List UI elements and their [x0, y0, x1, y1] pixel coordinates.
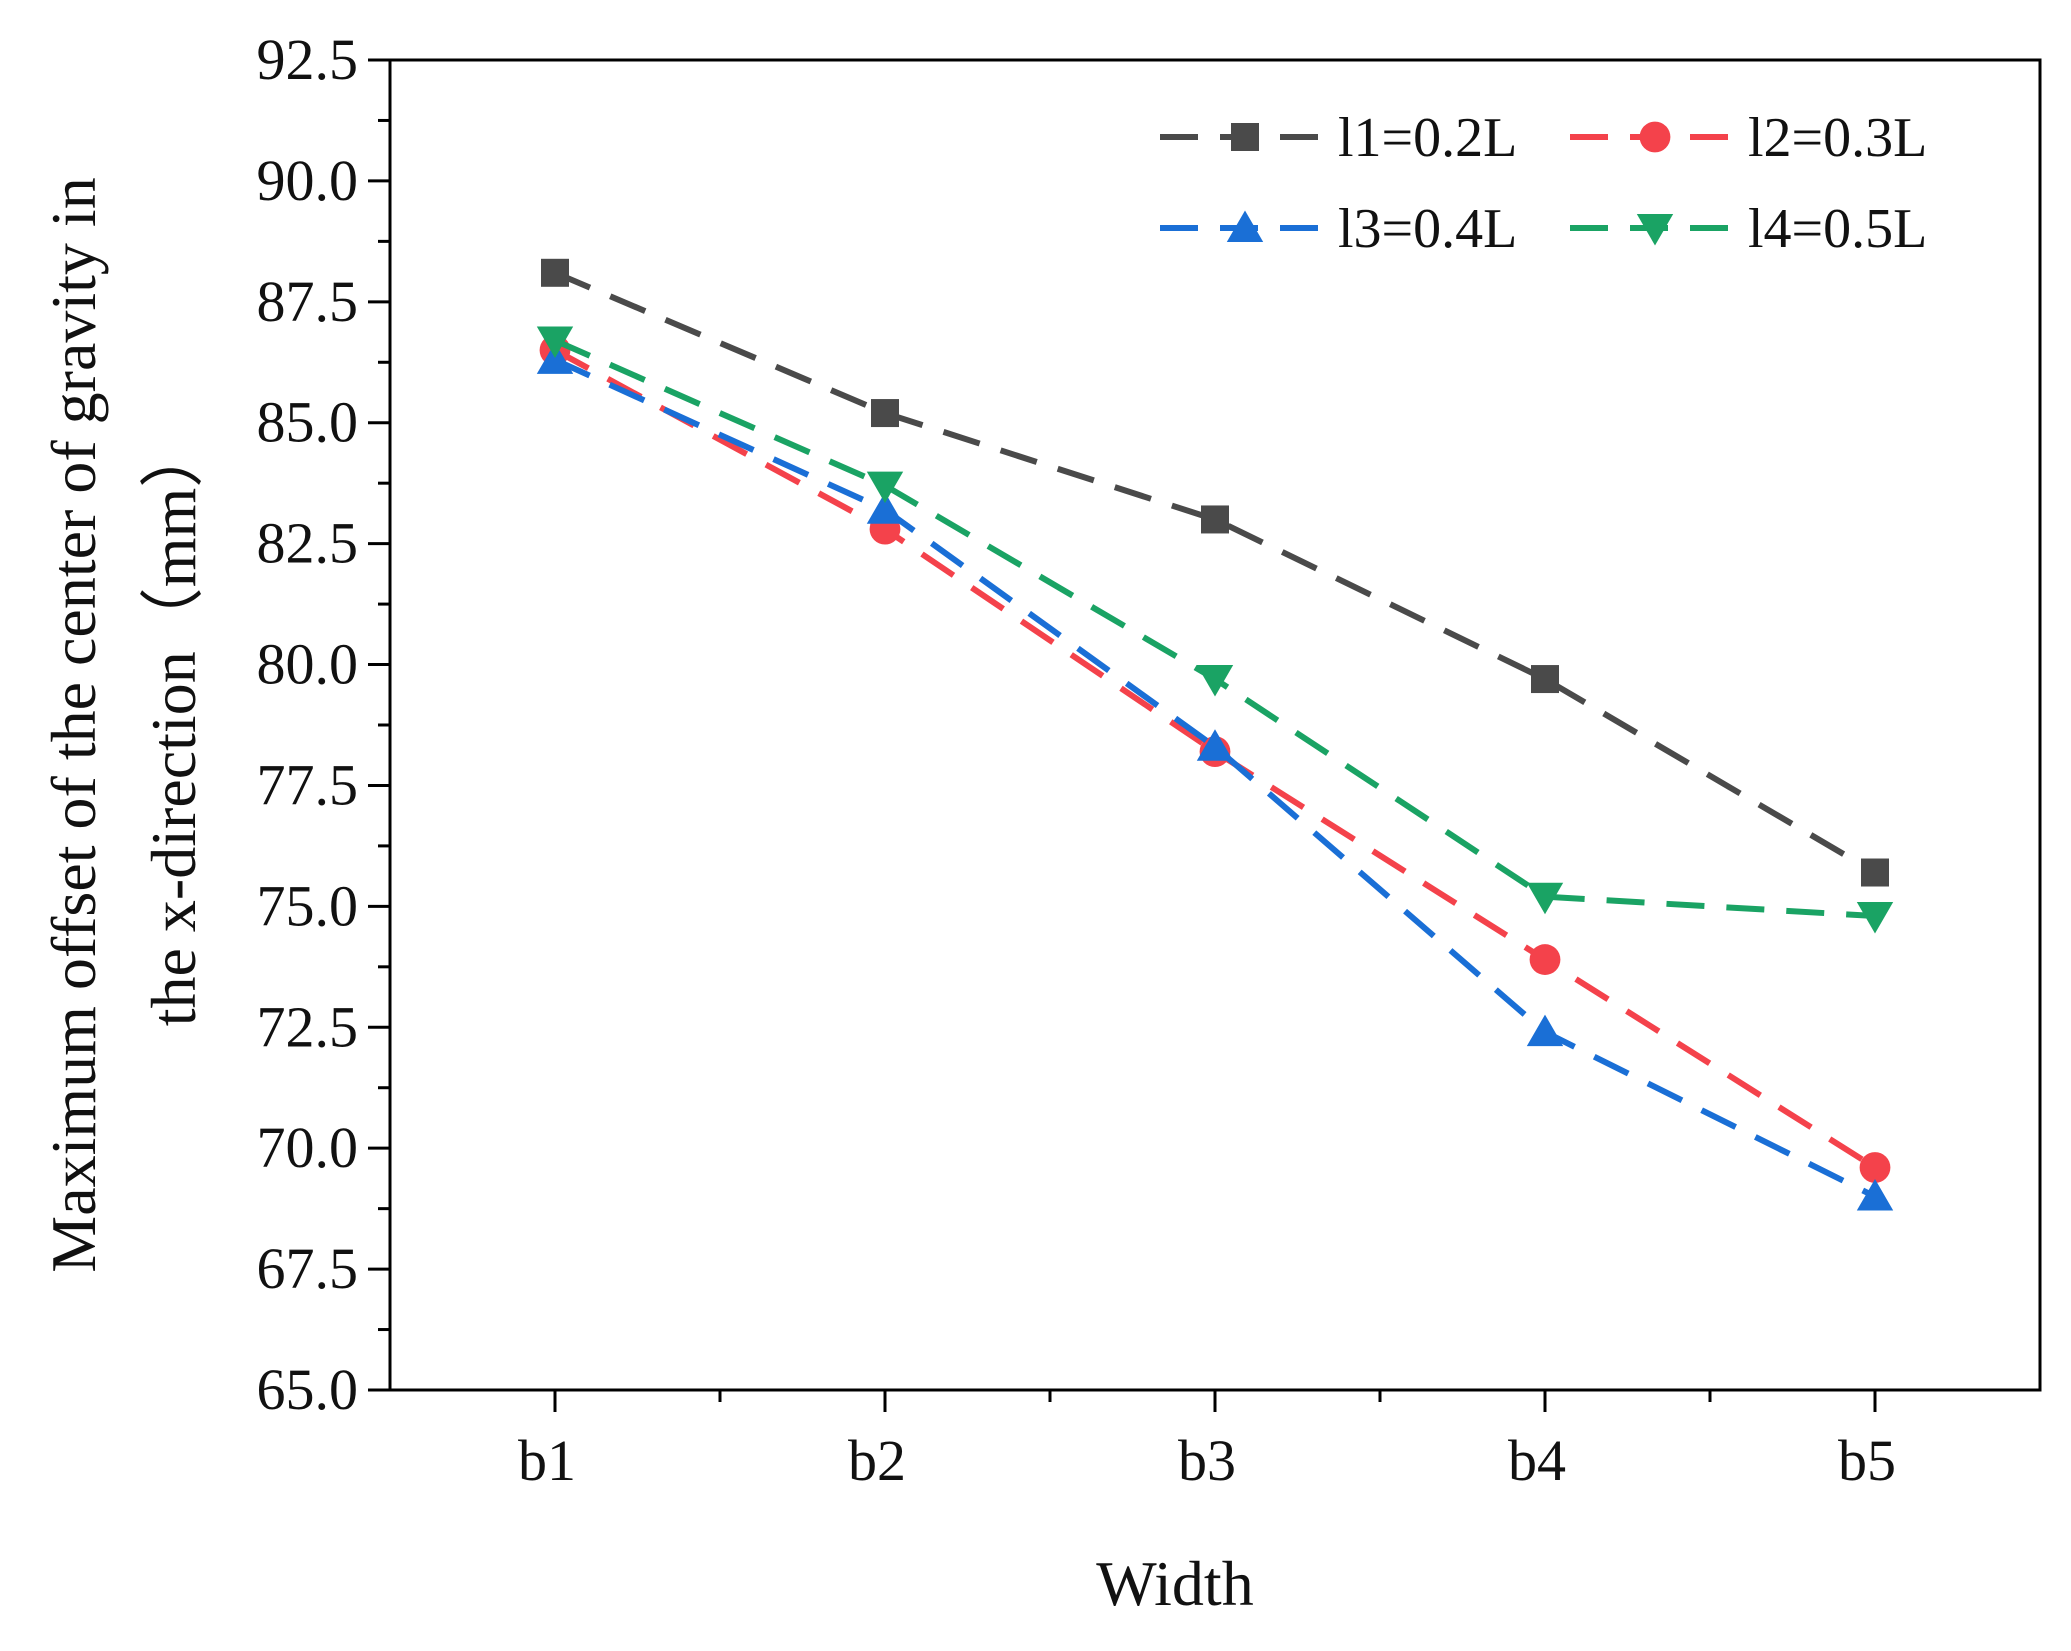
legend-marker — [1636, 214, 1674, 246]
y-tick-label: 67.5 — [257, 1236, 359, 1301]
y-tick-label: 75.0 — [257, 873, 359, 938]
y-tick-label: 90.0 — [257, 148, 359, 213]
legend-label: l2=0.3L — [1748, 107, 1927, 169]
legend-item: l1=0.2L — [1160, 107, 1517, 169]
x-tick-label: b2 — [848, 1428, 906, 1493]
legend-marker — [1226, 210, 1264, 242]
y-tick-label: 92.5 — [257, 27, 359, 92]
y-tick-label: 82.5 — [257, 511, 359, 576]
series-l1=0.2L — [541, 258, 1889, 887]
legend-item: l3=0.4L — [1160, 198, 1517, 260]
legend-item: l2=0.3L — [1570, 107, 1927, 169]
series-layer — [536, 258, 1894, 1211]
series-line — [553, 357, 1877, 1200]
data-point — [1856, 902, 1894, 934]
y-tick-label: 77.5 — [257, 752, 359, 817]
legend-marker — [1231, 123, 1259, 151]
data-point — [1856, 1179, 1894, 1211]
data-point — [1529, 944, 1561, 975]
data-point — [1196, 665, 1234, 697]
y-tick-label: 65.0 — [257, 1357, 359, 1422]
x-tick-label: b5 — [1838, 1428, 1896, 1493]
legend-label: l4=0.5L — [1748, 198, 1927, 260]
y-tick-label: 85.0 — [257, 390, 359, 455]
plot-frame — [388, 58, 2042, 1392]
y-axis-title-line-1: Maximum offset of the center of gravity … — [38, 177, 109, 1272]
data-point — [866, 471, 904, 504]
x-tick-label: b3 — [1178, 1428, 1236, 1493]
legend-marker — [1639, 121, 1671, 153]
series-l3=0.4L — [536, 342, 1894, 1211]
y-tick-label: 87.5 — [257, 269, 359, 334]
y-tick-label: 80.0 — [257, 632, 359, 697]
legend-item: l4=0.5L — [1570, 198, 1927, 260]
data-point — [1861, 858, 1889, 887]
data-point — [871, 399, 899, 428]
data-point — [1531, 665, 1559, 694]
data-point — [1526, 882, 1564, 915]
series-line — [553, 347, 1877, 1171]
data-point — [541, 258, 569, 287]
data-point — [1859, 1152, 1891, 1183]
data-point — [536, 326, 574, 359]
x-tick-label: b4 — [1508, 1428, 1566, 1493]
data-point — [1526, 1014, 1564, 1047]
legend-label: l1=0.2L — [1338, 107, 1517, 169]
data-point — [1196, 729, 1234, 761]
y-tick-label: 72.5 — [257, 994, 359, 1059]
x-axis-title: Width — [1096, 1548, 1253, 1619]
legend: l1=0.2L l2=0.3L l3=0.4L l4=0.5L — [1160, 107, 1927, 260]
axis-ticks: 65.0 67.5 70.0 72.5 75.0 77.5 80.0 82.5 85.0 87.5… — [257, 27, 1897, 1493]
data-point — [866, 492, 904, 524]
y-tick-label: 70.0 — [257, 1115, 359, 1180]
data-point — [536, 342, 574, 374]
legend-label: l3=0.4L — [1338, 198, 1517, 260]
series-l4=0.5L — [536, 326, 1894, 934]
y-axis-title-line-2: the x-direction（mm） — [138, 424, 209, 1027]
x-tick-label: b1 — [518, 1428, 576, 1493]
data-point — [1201, 505, 1229, 534]
